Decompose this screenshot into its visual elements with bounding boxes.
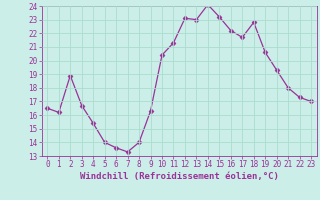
X-axis label: Windchill (Refroidissement éolien,°C): Windchill (Refroidissement éolien,°C) <box>80 172 279 181</box>
